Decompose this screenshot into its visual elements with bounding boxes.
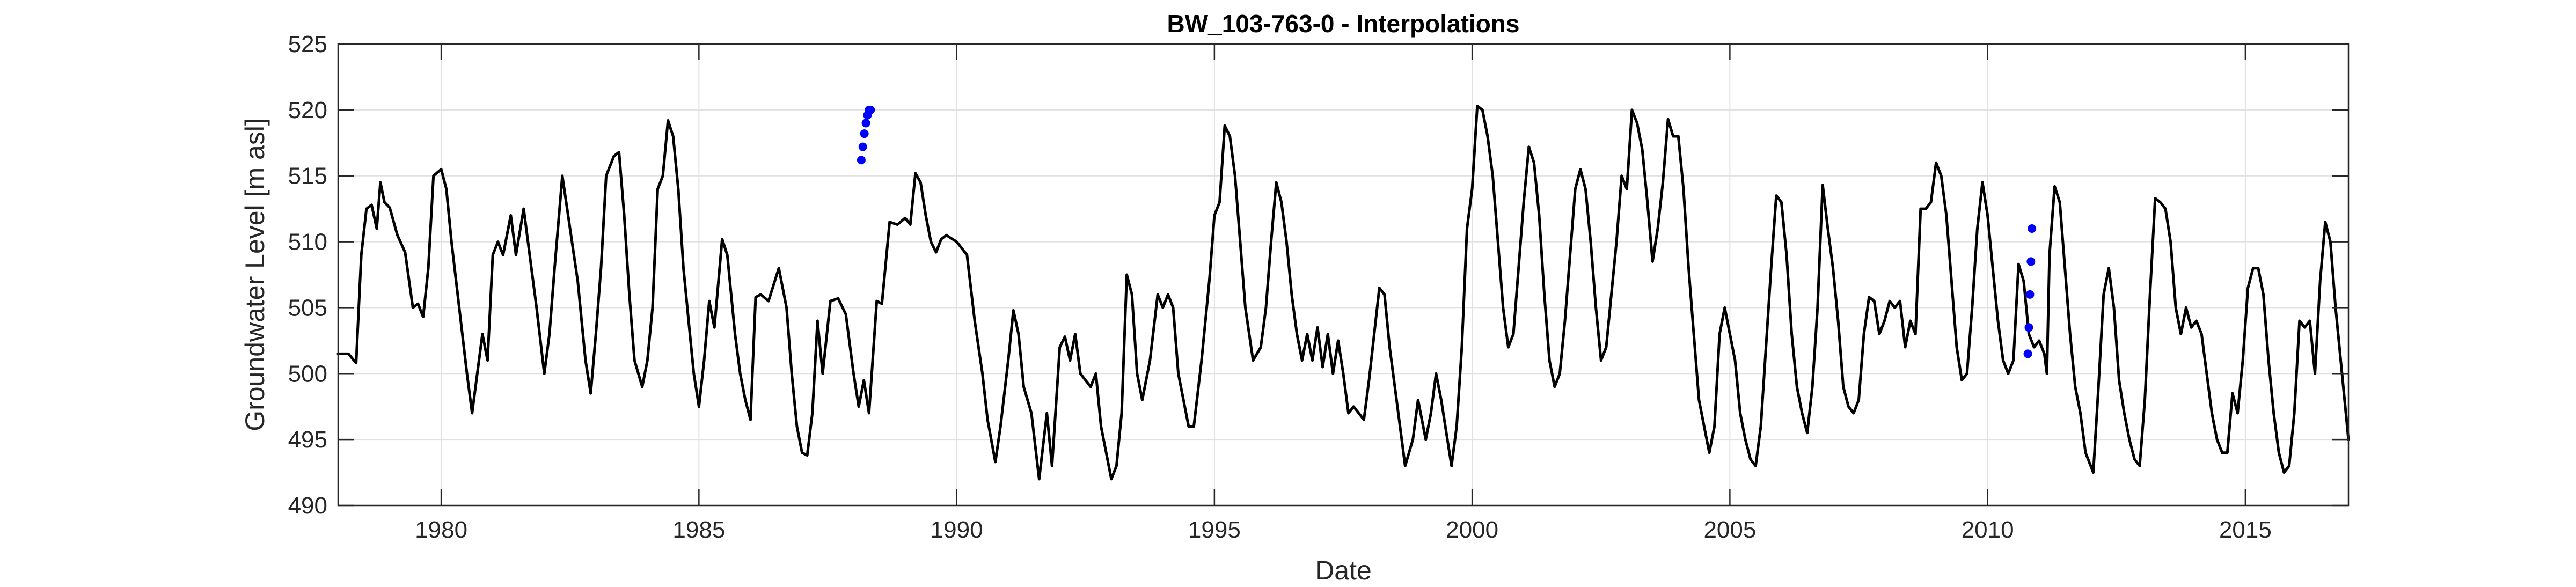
x-tick-label: 2010 [1962, 517, 2014, 543]
interpolated-point [866, 105, 875, 114]
interpolated-point [2023, 349, 2032, 358]
y-tick-label: 515 [288, 163, 327, 189]
x-tick-label: 2015 [2219, 517, 2272, 543]
plot-background [338, 44, 2348, 505]
interpolated-point [2024, 323, 2033, 332]
y-tick-label: 505 [288, 295, 327, 321]
interpolated-point [861, 119, 870, 128]
y-tick-label: 510 [288, 229, 327, 255]
series-layer [336, 105, 2350, 481]
y-tick-label: 520 [288, 97, 327, 123]
x-tick-label: 1985 [672, 517, 725, 543]
x-tick-label: 2005 [1703, 517, 1756, 543]
x-tick-label: 2000 [1446, 517, 1498, 543]
y-tick-label: 525 [288, 31, 327, 57]
interpolated-point [858, 142, 867, 151]
axes-box [337, 43, 2350, 507]
y-tick-label: 500 [288, 361, 327, 387]
series-line [336, 105, 2350, 481]
y-axis-label: Groundwater Level [m asl] [240, 118, 270, 431]
x-tick-label: 1980 [415, 517, 467, 543]
interpolated-point [857, 156, 866, 165]
interpolated-point [2028, 224, 2037, 233]
y-tick-label: 490 [288, 493, 327, 519]
interpolated-point [860, 129, 869, 138]
x-axis-label: Date [1315, 555, 1372, 585]
interpolated-point [2025, 290, 2035, 299]
x-tick-label: 1990 [931, 517, 983, 543]
axes: 1980 1985 1990 1995 2000 2005 2010 2015 490 495 50… [288, 31, 2350, 543]
x-tick-label: 1995 [1188, 517, 1241, 543]
y-tick-label: 495 [288, 427, 327, 453]
interpolated-point [2026, 257, 2036, 266]
chart-title: BW_103-763-0 - Interpolations [1167, 10, 1520, 38]
